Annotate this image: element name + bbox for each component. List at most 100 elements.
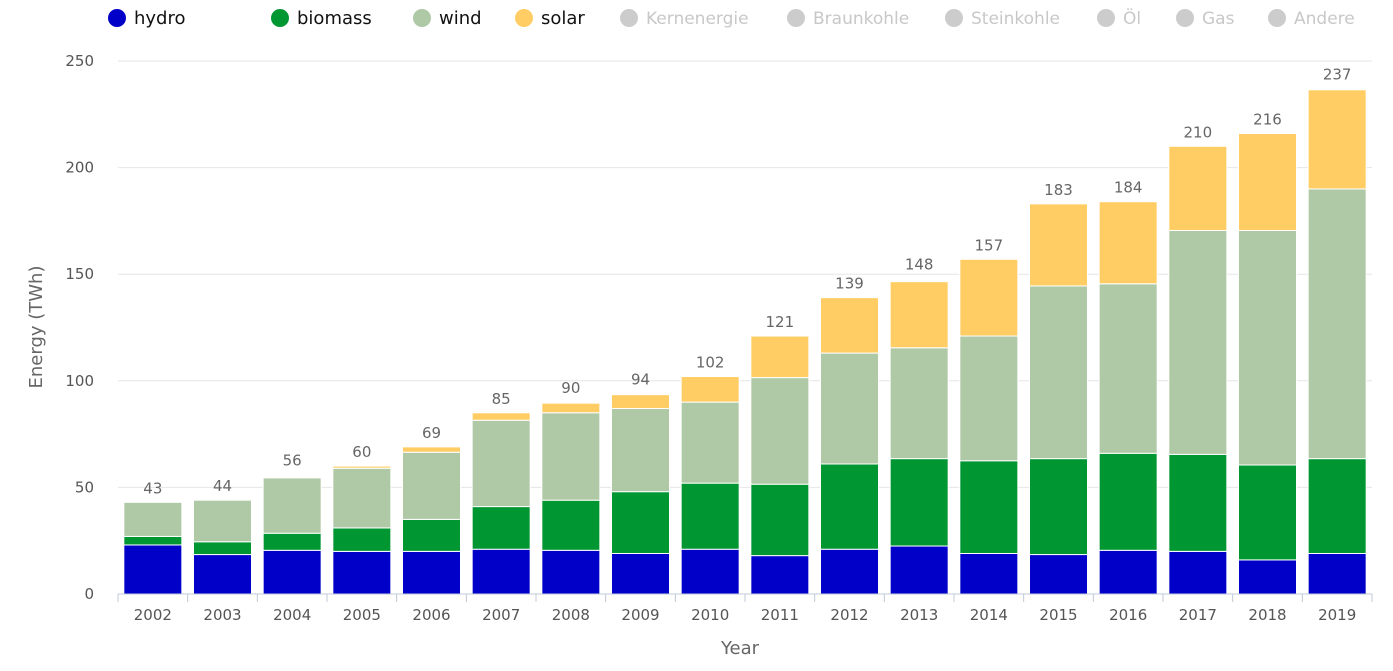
- bar-segment-solar-2012[interactable]: [820, 297, 879, 354]
- bar-segment-biomass-2006[interactable]: [402, 518, 461, 552]
- y-tick-label: 0: [84, 585, 94, 603]
- bar-segment-solar-2006[interactable]: [402, 446, 461, 453]
- bar-segment-solar-2015[interactable]: [1029, 203, 1088, 287]
- bar-segment-wind-2015[interactable]: [1029, 285, 1088, 460]
- bars[interactable]: [123, 89, 1367, 595]
- bar-segment-solar-2011[interactable]: [750, 335, 810, 379]
- bar-segment-hydro-2005[interactable]: [332, 550, 392, 595]
- bar-segment-wind-2014[interactable]: [959, 335, 1019, 462]
- bar-segment-hydro-2003[interactable]: [193, 554, 252, 595]
- bar-segment-wind-2013[interactable]: [889, 347, 949, 460]
- legend-item-gas[interactable]: Gas: [1176, 9, 1235, 29]
- total-label-2003: 44: [213, 477, 232, 495]
- bar-segment-biomass-2016[interactable]: [1098, 452, 1158, 551]
- bar-segment-biomass-2005[interactable]: [332, 527, 392, 552]
- bar-segment-hydro-2015[interactable]: [1029, 554, 1088, 595]
- bar-segment-solar-2017[interactable]: [1168, 145, 1228, 231]
- bar-segment-hydro-2018[interactable]: [1238, 559, 1297, 595]
- bar-segment-wind-2018[interactable]: [1238, 229, 1297, 466]
- y-tick-label: 250: [65, 52, 94, 70]
- x-tick-label-2016: 2016: [1109, 606, 1147, 624]
- bar-segment-biomass-2008[interactable]: [541, 499, 601, 551]
- bar-segment-solar-2014[interactable]: [959, 258, 1019, 337]
- bar-segment-biomass-2013[interactable]: [889, 458, 949, 547]
- bar-segment-wind-2007[interactable]: [471, 419, 531, 508]
- bar-segment-biomass-2011[interactable]: [750, 483, 810, 557]
- bar-segment-biomass-2009[interactable]: [611, 491, 670, 554]
- bar-segment-solar-2005[interactable]: [332, 465, 392, 469]
- bar-segment-wind-2009[interactable]: [611, 408, 670, 493]
- legend-marker: [1097, 9, 1115, 27]
- bar-segment-wind-2004[interactable]: [262, 477, 322, 534]
- bar-segment-wind-2012[interactable]: [820, 352, 879, 465]
- bar-segment-hydro-2017[interactable]: [1168, 550, 1228, 595]
- bar-segment-biomass-2017[interactable]: [1168, 453, 1228, 552]
- bar-segment-biomass-2012[interactable]: [820, 463, 879, 550]
- legend-label: Steinkohle: [971, 9, 1060, 29]
- legend-item-braunkohle[interactable]: Braunkohle: [787, 9, 909, 29]
- bar-segment-biomass-2007[interactable]: [471, 506, 531, 550]
- bar-segment-wind-2017[interactable]: [1168, 229, 1228, 455]
- bar-segment-wind-2011[interactable]: [750, 377, 810, 485]
- bar-segment-solar-2010[interactable]: [680, 376, 740, 403]
- legend-item-hydro[interactable]: hydro: [108, 8, 186, 29]
- bar-segment-hydro-2014[interactable]: [959, 552, 1019, 595]
- bar-segment-wind-2006[interactable]: [402, 451, 461, 520]
- total-label-2011: 121: [766, 313, 795, 331]
- legend-label: Öl: [1123, 7, 1141, 29]
- legend-item-andere[interactable]: Andere: [1268, 9, 1355, 29]
- bar-segment-biomass-2014[interactable]: [959, 460, 1019, 554]
- bar-segment-solar-2018[interactable]: [1238, 132, 1297, 231]
- bar-segment-hydro-2004[interactable]: [262, 549, 322, 595]
- total-label-2006: 69: [422, 424, 441, 442]
- bar-segment-hydro-2011[interactable]: [750, 555, 810, 595]
- bar-segment-hydro-2010[interactable]: [680, 548, 740, 595]
- legend-item-biomass[interactable]: biomass: [271, 8, 372, 29]
- bar-segment-wind-2019[interactable]: [1307, 188, 1367, 460]
- legend-label: wind: [439, 8, 482, 29]
- bar-segment-wind-2005[interactable]: [332, 467, 392, 529]
- bar-segment-solar-2009[interactable]: [611, 394, 670, 410]
- bar-segment-hydro-2002[interactable]: [123, 544, 183, 595]
- bar-segment-biomass-2003[interactable]: [193, 541, 252, 556]
- bar-segment-solar-2016[interactable]: [1098, 201, 1158, 285]
- bar-segment-hydro-2009[interactable]: [611, 552, 670, 595]
- bar-segment-wind-2003[interactable]: [193, 499, 252, 543]
- y-tick-label: 200: [65, 159, 94, 177]
- x-tick-label-2008: 2008: [552, 606, 590, 624]
- legend-item-steinkohle[interactable]: Steinkohle: [945, 9, 1060, 29]
- legend-item-kernenergie[interactable]: Kernenergie: [620, 9, 749, 29]
- x-tick-label-2011: 2011: [761, 606, 799, 624]
- bar-segment-biomass-2019[interactable]: [1307, 458, 1367, 554]
- bar-segment-solar-2007[interactable]: [471, 412, 531, 421]
- bar-segment-solar-2013[interactable]: [889, 281, 949, 349]
- bar-segment-solar-2008[interactable]: [541, 402, 601, 414]
- bar-segment-hydro-2019[interactable]: [1307, 552, 1367, 595]
- legend-marker: [1268, 9, 1286, 27]
- bar-segment-solar-2004[interactable]: [262, 476, 322, 479]
- bar-segment-hydro-2016[interactable]: [1098, 549, 1158, 595]
- legend-item-öl[interactable]: Öl: [1097, 7, 1141, 29]
- bar-segment-biomass-2010[interactable]: [680, 482, 740, 550]
- bar-segment-hydro-2006[interactable]: [402, 550, 461, 595]
- bar-segment-wind-2016[interactable]: [1098, 283, 1158, 454]
- bar-segment-wind-2008[interactable]: [541, 412, 601, 501]
- bar-segment-hydro-2007[interactable]: [471, 548, 531, 595]
- total-label-2016: 184: [1114, 179, 1143, 197]
- total-label-2007: 85: [492, 390, 511, 408]
- bar-segment-hydro-2012[interactable]: [820, 548, 879, 595]
- bar-segment-wind-2002[interactable]: [123, 501, 183, 537]
- legend-label: hydro: [134, 8, 186, 29]
- bar-segment-hydro-2013[interactable]: [889, 545, 949, 595]
- bar-segment-hydro-2008[interactable]: [541, 549, 601, 595]
- legend-marker: [787, 9, 805, 27]
- bar-segment-biomass-2018[interactable]: [1238, 464, 1297, 561]
- bar-segment-solar-2019[interactable]: [1307, 89, 1367, 190]
- bar-segment-biomass-2015[interactable]: [1029, 458, 1088, 556]
- legend[interactable]: hydro biomass wind solar Kernenergie Braunkoh…: [108, 7, 1355, 29]
- bar-segment-wind-2010[interactable]: [680, 401, 740, 484]
- legend-item-wind[interactable]: wind: [413, 8, 482, 29]
- bar-segment-biomass-2002[interactable]: [123, 535, 183, 546]
- bar-segment-biomass-2004[interactable]: [262, 532, 322, 551]
- legend-item-solar[interactable]: solar: [515, 8, 585, 29]
